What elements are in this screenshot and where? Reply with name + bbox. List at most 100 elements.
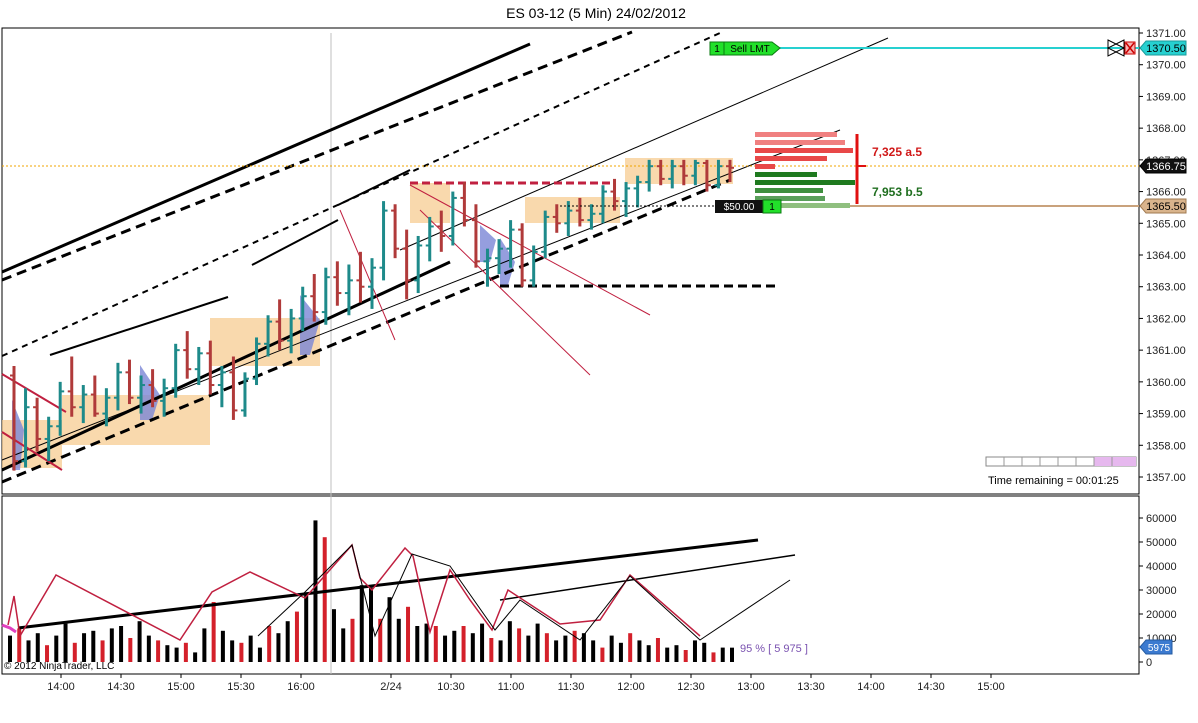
price-bar: [264, 315, 273, 357]
position-pnl-box[interactable]: [715, 200, 763, 213]
volume-marker-shape: [1139, 639, 1173, 655]
bid-depth-bar: [755, 180, 855, 185]
timer-bar-ticks: [1003, 457, 1113, 466]
profile-shape: [480, 225, 496, 262]
time-axis-label: 11:30: [558, 681, 585, 693]
order-label: Sell LMT: [730, 44, 769, 55]
volume-bar: [257, 647, 262, 662]
value-area-box: [62, 395, 210, 445]
volume-bar: [692, 640, 697, 662]
volume-bar: [72, 642, 77, 662]
volume-bar: [183, 642, 188, 662]
short-trend-2: [251, 219, 339, 266]
volume-bar: [507, 621, 512, 662]
volume-bar: [683, 650, 688, 662]
price-bar: [691, 159, 700, 186]
ask-depth-bar: [755, 132, 837, 137]
red-trend-4: [419, 209, 591, 376]
volume-bar: [554, 640, 559, 662]
volume-value-marker: 5975: [1139, 639, 1173, 655]
price-bar: [379, 201, 388, 281]
price-bar: [587, 204, 596, 230]
volume-bar: [665, 647, 670, 662]
profile-shape: [300, 295, 320, 355]
volume-axis-label: 40000: [1146, 561, 1177, 573]
volume-bar: [248, 635, 253, 662]
volume-trendlines: [1, 538, 796, 641]
price-axis-label: 1368.00: [1146, 123, 1186, 135]
price-axis-label: 1364.00: [1146, 250, 1186, 262]
position-qty: 1: [769, 202, 775, 213]
volume-bar: [193, 652, 198, 662]
price-bar: [33, 397, 42, 452]
order-tag-shape[interactable]: [709, 41, 781, 56]
ask-depth-bar: [755, 164, 775, 169]
price-bar: [56, 381, 65, 436]
volume-bar: [581, 633, 586, 662]
time-axis-label: 13:00: [737, 681, 765, 693]
price-bar: [564, 201, 573, 236]
red-trend-3: [409, 184, 651, 316]
price-bar: [194, 346, 203, 386]
red-trend-2: [1, 431, 63, 471]
volume-bar: [202, 628, 207, 662]
volume-bar: [54, 635, 59, 662]
time-axis[interactable]: 14:00 14:30 15:00 15:30 16:00 2/24 10:30 11:00 1…: [47, 674, 1005, 693]
bid-depth-bar: [755, 196, 825, 201]
order-drag-icon[interactable]: [1106, 39, 1126, 57]
short-trend-3: [337, 169, 411, 206]
price-bar: [160, 378, 169, 417]
time-axis-label: 2/24: [380, 681, 401, 693]
price-bar: [645, 159, 654, 192]
volume-bar: [609, 635, 614, 662]
price-axis-label: 1360.00: [1146, 377, 1186, 389]
bid-depth-bar: [755, 188, 823, 193]
channel-line-top: [1, 42, 531, 274]
volume-bars: [8, 520, 734, 662]
trendlines: [1, 30, 889, 484]
volume-bar: [489, 638, 494, 662]
volume-trend-mid: [499, 554, 796, 601]
volume-bar: [239, 642, 244, 662]
time-axis-label: 14:30: [107, 681, 135, 693]
price-bar: [598, 185, 607, 224]
bar-timer: Time remaining = 00:01:25: [985, 456, 1137, 487]
volume-bar: [480, 623, 485, 662]
close-icon[interactable]: [1125, 42, 1135, 54]
volume-bar: [230, 640, 235, 662]
value-area-box: [525, 197, 620, 223]
volume-bar: [535, 623, 540, 662]
volume-bar: [156, 640, 161, 662]
bid-price-marker: [1139, 198, 1187, 214]
price-axis[interactable]: 1357.00 1358.00 1359.00 1360.00 1361.00 1362.…: [1139, 28, 1186, 484]
price-bar: [67, 356, 76, 417]
volume-bar: [396, 618, 401, 662]
position-tag[interactable]: $50.00 1: [560, 199, 782, 214]
volume-bar: [100, 640, 105, 662]
channel-line-dashed-1: [1, 30, 633, 282]
volume-zigzag-black: [257, 544, 791, 641]
order-cancel-control[interactable]: [1106, 39, 1136, 57]
price-bar: [183, 331, 192, 379]
order-qty: 1: [714, 44, 720, 55]
bid-price-label: 1365.50: [1146, 201, 1186, 213]
price-bar: [171, 343, 180, 398]
price-bar: [44, 416, 53, 462]
price-bar: [333, 261, 342, 306]
sell-order-tag[interactable]: 1 Sell LMT: [709, 41, 781, 56]
volume-bar: [563, 635, 568, 662]
volume-panel[interactable]: [1, 495, 1140, 675]
volume-bar: [91, 630, 96, 662]
position-qty-box[interactable]: [762, 199, 782, 214]
bid-depth-bar: [755, 172, 817, 177]
price-bar: [125, 359, 134, 405]
profile-shape: [140, 365, 160, 420]
volume-bar: [470, 633, 475, 662]
volume-bar: [637, 640, 642, 662]
volume-zigzag-pink: [1, 623, 17, 634]
price-bar: [344, 264, 353, 316]
time-axis-label: 12:30: [677, 681, 705, 693]
volume-bar: [378, 618, 383, 662]
volume-bar: [461, 626, 466, 662]
